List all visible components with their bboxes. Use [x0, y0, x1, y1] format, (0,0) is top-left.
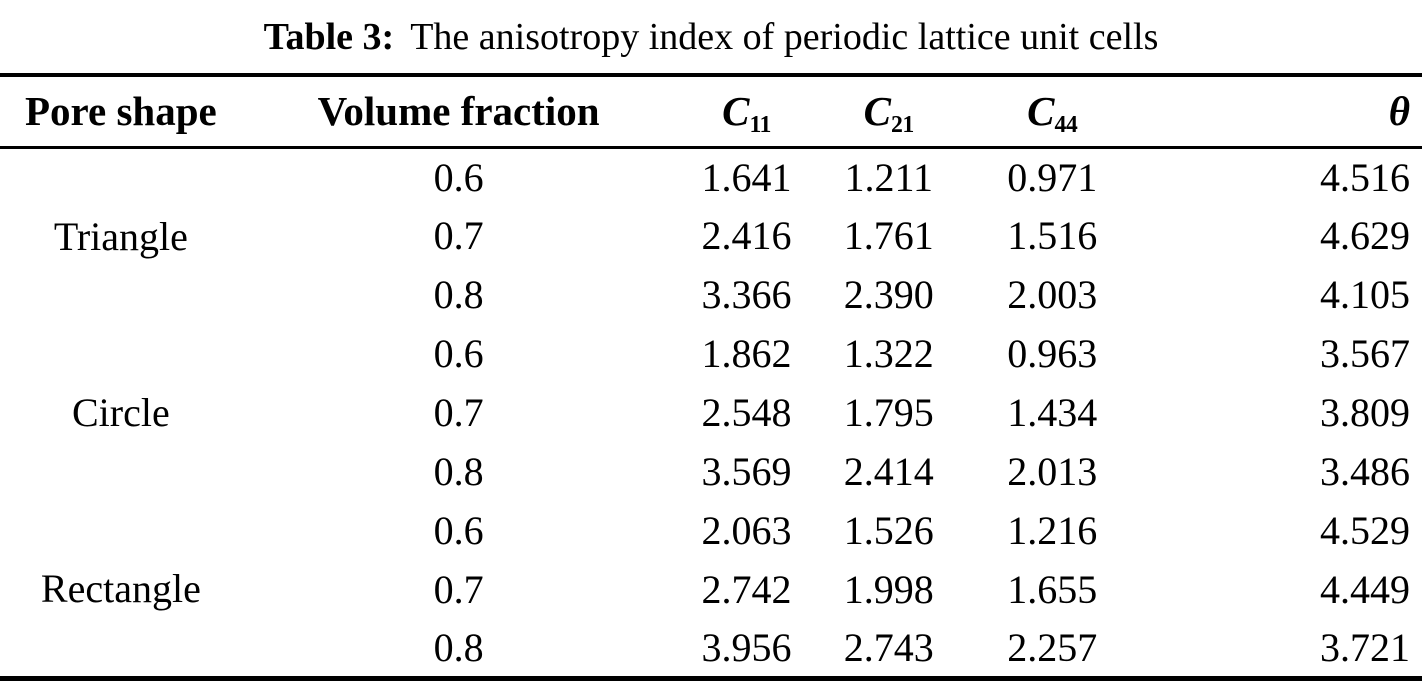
anisotropy-index-table: Pore shape Volume fraction C11 C21 C44 θ… — [0, 73, 1422, 681]
table-row: 0.8 3.366 2.390 2.003 4.105 — [0, 265, 1422, 324]
cell-volume-fraction: 0.7 — [433, 567, 484, 612]
table-row: 0.7 2.548 1.795 1.434 3.809 — [0, 383, 1422, 442]
cell-c21: 1.526 — [843, 508, 934, 553]
column-header-c11: C11 — [722, 88, 771, 138]
cell-c11: 2.742 — [701, 567, 792, 612]
cell-c44: 1.434 — [1007, 390, 1098, 435]
cell-c11: 3.956 — [701, 624, 792, 670]
cell-pore-shape-circle: Circle — [72, 390, 170, 435]
table-row: Rectangle 0.6 2.063 1.526 1.216 4.529 — [0, 501, 1422, 611]
column-header-c21: C21 — [863, 88, 915, 138]
cell-c21: 1.998 — [843, 567, 934, 612]
column-header-volume-fraction: Volume fraction — [317, 88, 600, 135]
cell-c11: 3.366 — [701, 272, 792, 317]
cell-c11: 2.416 — [701, 213, 792, 258]
cell-c44: 1.655 — [1007, 567, 1098, 612]
table-row: 0.7 2.416 1.761 1.516 4.629 — [0, 206, 1422, 265]
table-row: Triangle 0.6 1.641 1.211 0.971 4.516 — [0, 147, 1422, 259]
cell-c21: 1.795 — [843, 390, 934, 435]
cell-c21: 2.390 — [843, 272, 934, 317]
cell-volume-fraction: 0.8 — [433, 272, 484, 317]
table-row: Circle 0.6 1.862 1.322 0.963 3.567 — [0, 324, 1422, 435]
cell-c44: 0.963 — [1007, 331, 1098, 376]
cell-c11: 1.862 — [701, 331, 792, 376]
table-row: 0.8 3.956 2.743 2.257 3.721 — [0, 619, 1422, 678]
column-header-theta: θ — [1388, 88, 1410, 135]
cell-volume-fraction: 0.6 — [433, 508, 484, 553]
cell-c44: 1.216 — [1007, 508, 1098, 553]
cell-volume-fraction: 0.7 — [433, 213, 484, 258]
cell-c21: 1.211 — [844, 154, 933, 200]
column-header-c44: C44 — [1027, 88, 1078, 138]
cell-volume-fraction: 0.6 — [433, 154, 484, 200]
header-row: Pore shape Volume fraction C11 C21 C44 θ — [0, 75, 1422, 147]
cell-c11: 1.641 — [701, 154, 792, 200]
cell-theta: 3.809 — [1320, 390, 1410, 435]
caption-label: Table 3: — [263, 15, 395, 58]
cell-c44: 2.003 — [1007, 272, 1098, 317]
table-caption: Table 3: The anisotropy index of periodi… — [0, 0, 1422, 73]
cell-volume-fraction: 0.8 — [433, 624, 484, 670]
cell-volume-fraction: 0.8 — [433, 449, 484, 494]
caption-text: The anisotropy index of periodic lattice… — [410, 15, 1159, 58]
cell-theta: 4.449 — [1320, 567, 1410, 612]
cell-pore-shape-triangle: Triangle — [53, 213, 188, 259]
cell-theta: 4.516 — [1320, 154, 1410, 200]
table-row: 0.8 3.569 2.414 2.013 3.486 — [0, 442, 1422, 501]
cell-theta: 4.105 — [1320, 272, 1410, 317]
cell-c44: 2.257 — [1007, 624, 1098, 670]
cell-volume-fraction: 0.6 — [433, 331, 484, 376]
column-header-pore-shape: Pore shape — [25, 88, 217, 135]
cell-c11: 2.548 — [701, 390, 792, 435]
cell-c44: 0.971 — [1007, 154, 1098, 200]
cell-c44: 1.516 — [1007, 213, 1098, 258]
cell-theta: 4.629 — [1320, 213, 1410, 258]
table-row: 0.7 2.742 1.998 1.655 4.449 — [0, 560, 1422, 619]
cell-c11: 3.569 — [701, 449, 792, 494]
cell-theta: 3.721 — [1320, 624, 1410, 670]
cell-theta: 3.486 — [1320, 449, 1410, 494]
cell-c21: 2.743 — [843, 624, 934, 670]
cell-volume-fraction: 0.7 — [433, 390, 484, 435]
cell-theta: 4.529 — [1320, 508, 1410, 553]
cell-c21: 2.414 — [843, 449, 934, 494]
cell-pore-shape-rectangle: Rectangle — [40, 565, 201, 611]
cell-theta: 3.567 — [1320, 331, 1410, 376]
cell-c21: 1.761 — [843, 213, 934, 258]
cell-c44: 2.013 — [1007, 449, 1098, 494]
cell-c21: 1.322 — [843, 331, 934, 376]
cell-c11: 2.063 — [701, 508, 792, 553]
